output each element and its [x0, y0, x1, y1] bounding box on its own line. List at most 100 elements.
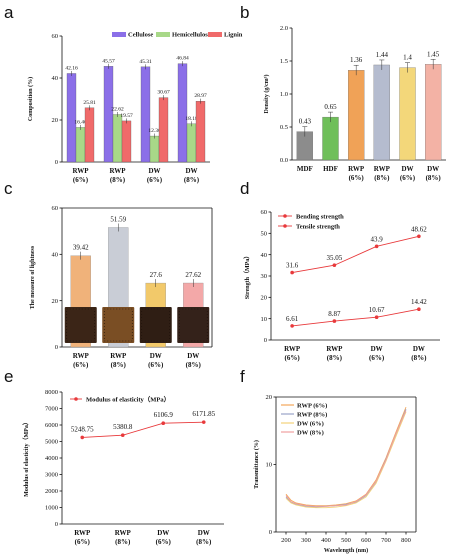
x-tick-label-f: 600 — [361, 537, 371, 544]
category-label-c: DW — [187, 352, 199, 360]
data-label-a: 18.18 — [185, 116, 198, 122]
category-label-d: RWP — [326, 345, 343, 353]
y-axis-title-c: The measure of lightness — [30, 245, 36, 309]
data-label-a: 25.81 — [83, 100, 96, 106]
category-label-a: (8%) — [184, 176, 200, 184]
data-point-d — [290, 270, 294, 275]
series-line-f — [285, 406, 407, 507]
bar-a-lignin — [158, 97, 169, 163]
data-point-d — [374, 315, 379, 320]
y-axis-title-a: Composition (%) — [27, 77, 34, 121]
series-line-f — [285, 410, 407, 507]
data-label-c: 51.59 — [110, 215, 126, 223]
y-tick-label-e: 0 — [55, 521, 58, 528]
category-label-c: DW — [150, 352, 162, 360]
bar-b — [399, 67, 416, 161]
category-label-c: (6%) — [73, 361, 89, 369]
data-point-e — [120, 433, 125, 438]
data-label-d: 43.9 — [371, 235, 384, 243]
y-axis-title-b: Density (g/cm³) — [263, 75, 270, 114]
data-label-e: 6106.9 — [154, 411, 174, 419]
category-label-b: RWP — [348, 165, 365, 173]
data-label-a: 30.67 — [157, 90, 170, 96]
y-tick-label-c: 20 — [52, 298, 59, 305]
legend-label-a: Lignin — [224, 32, 243, 39]
y-tick-label-d: 0 — [264, 337, 267, 344]
bar-b — [373, 64, 390, 161]
y-tick-label-f: 10 — [266, 462, 273, 469]
y-tick-label-b: 1.0 — [280, 91, 288, 98]
panel-label-f: f — [240, 367, 245, 386]
data-label-d: 14.42 — [411, 298, 427, 306]
legend-label-f: RWP (6%) — [297, 402, 327, 409]
legend-label-f: RWP (8%) — [297, 411, 327, 418]
data-label-d: 35.05 — [327, 254, 343, 262]
data-label-a: 42.16 — [65, 65, 78, 71]
bar-b — [322, 116, 339, 161]
data-label-b: 0.43 — [299, 118, 312, 126]
data-label-d: 8.87 — [328, 310, 341, 318]
y-tick-label-d: 20 — [261, 295, 268, 302]
data-label-a: 19.57 — [120, 113, 133, 119]
series-line-d — [292, 308, 419, 327]
category-label-a: RWP — [109, 167, 126, 175]
data-label-a: 12.36 — [148, 128, 161, 134]
data-label-a: 45.31 — [139, 59, 152, 65]
data-label-c: 39.42 — [73, 244, 89, 252]
legend-marker-d — [283, 224, 287, 228]
bar-a-cellulose — [177, 63, 188, 163]
category-label-d: (8%) — [411, 354, 427, 362]
data-label-b: 1.36 — [350, 56, 363, 64]
data-point-d — [417, 307, 421, 312]
y-tick-label-b: 0.5 — [280, 124, 288, 131]
y-tick-label-d: 50 — [261, 231, 268, 238]
legend-label-f: DW (6%) — [297, 420, 324, 427]
category-label-b: DW — [427, 165, 439, 173]
bar-a-cellulose — [140, 66, 151, 163]
y-tick-label-f: 0 — [269, 529, 272, 536]
data-label-d: 10.67 — [369, 306, 385, 314]
x-tick-label-f: 400 — [321, 537, 331, 544]
data-point-d — [332, 319, 337, 323]
bar-a-lignin — [84, 107, 95, 163]
y-tick-label-c: 60 — [52, 205, 59, 212]
data-label-d: 6.61 — [286, 315, 299, 323]
y-tick-label-b: 0.0 — [280, 157, 288, 164]
data-label-a: 28.97 — [194, 93, 207, 99]
x-axis-title-f: Wavelength (nm) — [324, 547, 368, 554]
category-label-c: RWP — [110, 352, 127, 360]
bar-a-cellulose — [66, 73, 77, 163]
category-label-e: DW — [157, 529, 169, 537]
veneer-photo — [64, 307, 97, 343]
category-label-a: (8%) — [110, 176, 126, 184]
category-label-e: RWP — [74, 529, 91, 537]
y-tick-label-e: 6000 — [45, 422, 58, 429]
data-point-d — [374, 244, 379, 249]
y-axis-title-d: Strength（MPa） — [243, 253, 251, 300]
legend-swatch-a — [208, 32, 222, 37]
category-label-d: (6%) — [369, 354, 385, 362]
data-label-e: 5380.8 — [113, 423, 133, 431]
legend-swatch-a — [112, 32, 126, 37]
y-tick-label-a: 20 — [52, 117, 59, 124]
category-label-b: HDF — [323, 165, 338, 173]
bar-a-hemicellulose — [186, 123, 197, 163]
y-tick-label-e: 3000 — [45, 472, 58, 479]
category-label-e: DW — [198, 529, 210, 537]
data-label-c: 27.62 — [185, 271, 201, 279]
category-label-b: (8%) — [374, 174, 390, 182]
y-tick-label-e: 1000 — [45, 505, 58, 512]
category-label-a: DW — [185, 167, 197, 175]
panel-label-d: d — [240, 179, 249, 198]
data-label-b: 1.4 — [403, 54, 412, 62]
data-label-b: 1.44 — [376, 51, 389, 59]
category-label-e: (6%) — [156, 538, 172, 546]
y-tick-label-d: 60 — [261, 209, 268, 216]
y-tick-label-c: 0 — [55, 344, 58, 351]
category-label-a: DW — [148, 167, 160, 175]
y-tick-label-b: 2.0 — [280, 25, 288, 32]
y-tick-label-d: 10 — [261, 316, 268, 323]
bar-b — [425, 64, 442, 161]
category-label-d: (6%) — [285, 354, 301, 362]
